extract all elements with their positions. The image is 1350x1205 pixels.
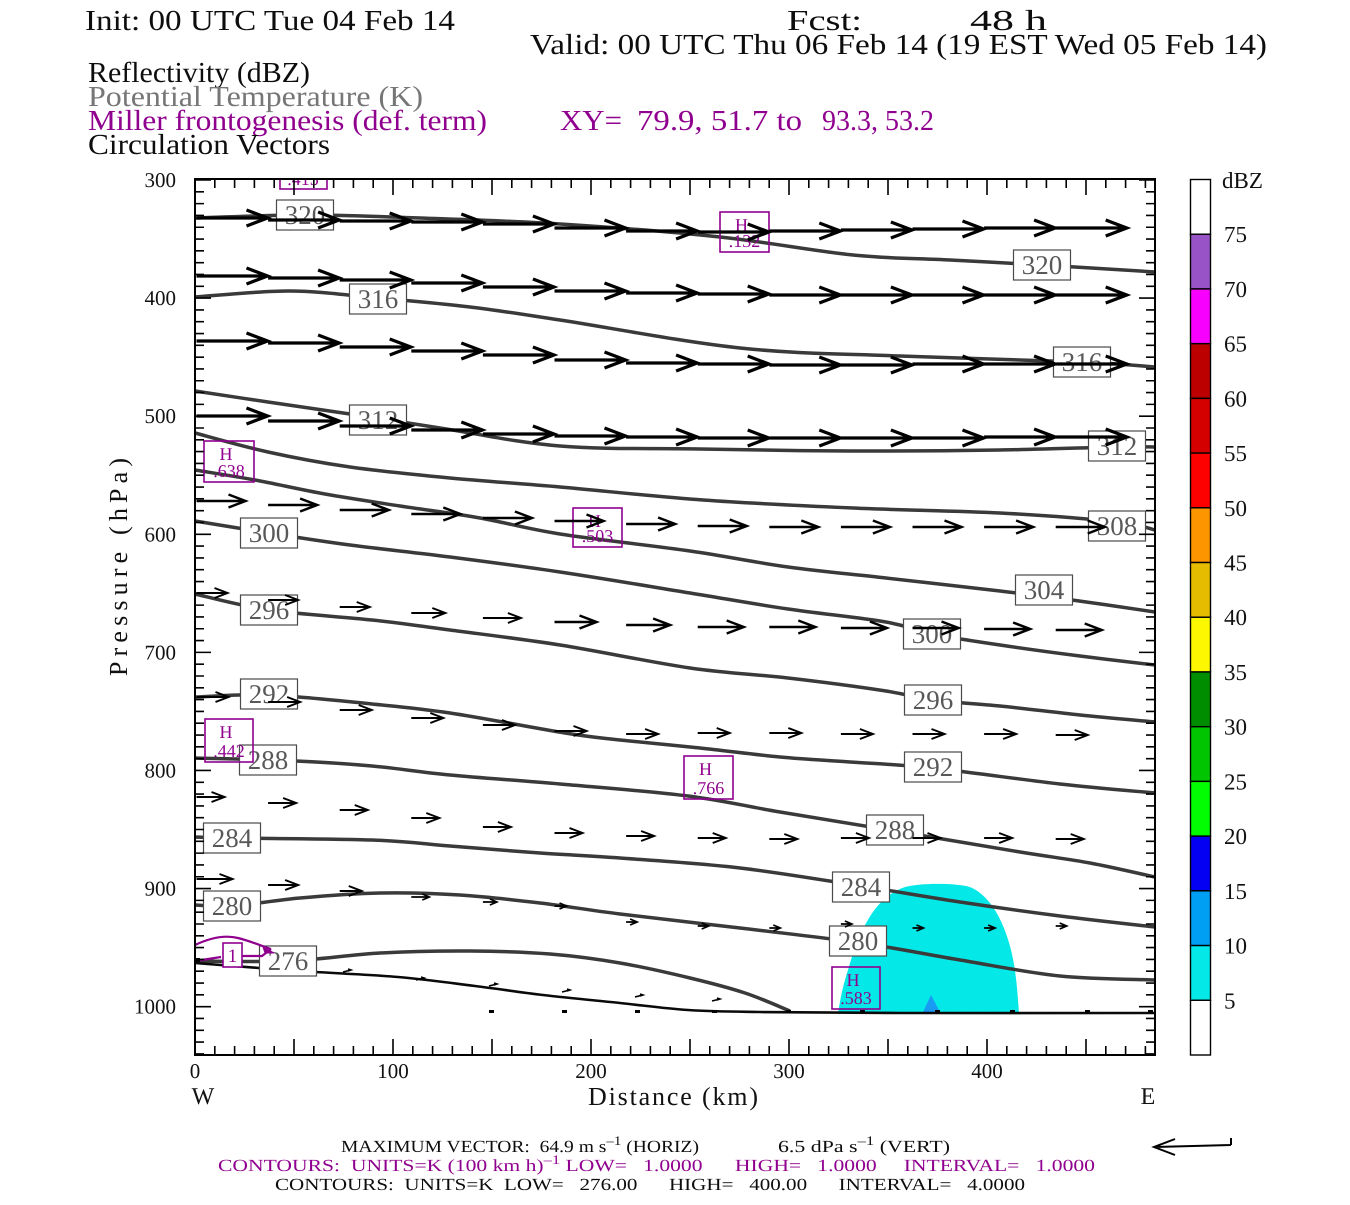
svg-text:.132: .132 — [729, 231, 761, 251]
svg-text:CONTOURS: UNITS=K LOW= 276: CONTOURS: UNITS=K LOW= 276.00 HIGH= 400.… — [275, 1175, 1025, 1194]
svg-text:45: 45 — [1224, 551, 1247, 576]
svg-text:H: H — [220, 444, 233, 464]
svg-text:93.3, 53.2: 93.3, 53.2 — [822, 105, 934, 137]
svg-text:.638: .638 — [213, 461, 245, 481]
svg-text:30: 30 — [1224, 715, 1247, 740]
svg-text:500: 500 — [145, 404, 177, 428]
svg-text:.583: .583 — [840, 988, 872, 1008]
svg-text:300: 300 — [249, 518, 290, 548]
svg-text:Miller frontogenesis (def. ter: Miller frontogenesis (def. term) — [88, 105, 487, 137]
svg-text:65: 65 — [1224, 332, 1247, 357]
svg-text:H: H — [699, 759, 712, 779]
svg-text:Init: 00 UTC Tue 04 Feb 14: Init: 00 UTC Tue 04 Feb 14 — [85, 5, 456, 37]
svg-text:10: 10 — [1224, 934, 1247, 959]
svg-text:288: 288 — [248, 745, 289, 775]
svg-text:284: 284 — [841, 872, 882, 902]
svg-text:400: 400 — [145, 286, 177, 310]
svg-text:Valid: 00 UTC Thu 06 Feb 14 (1: Valid: 00 UTC Thu 06 Feb 14 (19 EST Wed … — [530, 29, 1267, 61]
svg-text:320: 320 — [285, 200, 326, 230]
svg-text:50: 50 — [1224, 496, 1247, 521]
svg-text:35: 35 — [1224, 660, 1247, 685]
svg-text:276: 276 — [268, 946, 309, 976]
svg-text:400: 400 — [971, 1059, 1003, 1083]
svg-text:75: 75 — [1224, 222, 1247, 247]
svg-text:Potential Temperature (K): Potential Temperature (K) — [88, 81, 423, 113]
svg-text:40: 40 — [1224, 605, 1247, 630]
svg-text:15: 15 — [1224, 879, 1247, 904]
svg-text:280: 280 — [212, 891, 253, 921]
svg-text:1000: 1000 — [134, 995, 176, 1019]
svg-text:292: 292 — [249, 679, 290, 709]
svg-text:79.9, 51.7 to: 79.9, 51.7 to — [637, 105, 802, 137]
svg-text:Fcst:: Fcst: — [787, 5, 862, 37]
svg-text:E: E — [1141, 1084, 1156, 1110]
svg-text:800: 800 — [145, 759, 177, 783]
svg-text:296: 296 — [913, 685, 954, 715]
svg-text:48 h: 48 h — [970, 5, 1048, 37]
svg-text:20: 20 — [1224, 824, 1247, 849]
svg-text:100: 100 — [377, 1059, 409, 1083]
svg-text:W: W — [192, 1084, 215, 1110]
svg-text:CONTOURS: UNITS=K (100 km h)–: CONTOURS: UNITS=K (100 km h) –1 LOW= 1.00… — [218, 1152, 1095, 1175]
svg-text:700: 700 — [145, 640, 177, 664]
svg-text:300: 300 — [145, 168, 177, 192]
svg-text:XY=: XY= — [560, 105, 622, 137]
svg-text:288: 288 — [875, 815, 916, 845]
svg-text:200: 200 — [575, 1059, 607, 1083]
svg-text:600: 600 — [145, 522, 177, 546]
svg-text:Distance (km): Distance (km) — [588, 1082, 758, 1111]
svg-text:900: 900 — [145, 877, 177, 901]
svg-text:.442: .442 — [213, 741, 245, 761]
svg-text:284: 284 — [212, 823, 253, 853]
svg-text:304: 304 — [1024, 575, 1065, 605]
svg-text:5: 5 — [1224, 988, 1236, 1013]
svg-text:25: 25 — [1224, 769, 1247, 794]
svg-text:6.5 dPa s–1 (VERT): 6.5 dPa s –1 (VERT) — [778, 1133, 950, 1156]
svg-text:316: 316 — [1062, 347, 1103, 377]
svg-text:.766: .766 — [693, 778, 725, 798]
svg-text:H: H — [220, 722, 233, 742]
svg-text:dBZ: dBZ — [1222, 168, 1263, 193]
svg-text:280: 280 — [838, 926, 879, 956]
svg-text:.503: .503 — [582, 526, 614, 546]
svg-text:H: H — [847, 970, 860, 990]
svg-text:55: 55 — [1224, 441, 1247, 466]
svg-text:MAXIMUM VECTOR: 64.9 m s–1 (H: MAXIMUM VECTOR: 64.9 m s –1 (HORIZ) — [341, 1133, 699, 1156]
svg-text:H: H — [735, 215, 748, 235]
svg-text:Reflectivity (dBZ): Reflectivity (dBZ) — [88, 57, 310, 89]
svg-text:300: 300 — [773, 1059, 805, 1083]
svg-text:292: 292 — [913, 752, 954, 782]
svg-text:.415: .415 — [287, 169, 319, 189]
svg-text:70: 70 — [1224, 277, 1247, 302]
svg-text:320: 320 — [1022, 250, 1063, 280]
svg-text:60: 60 — [1224, 386, 1247, 411]
svg-text:Circulation Vectors: Circulation Vectors — [88, 129, 330, 161]
svg-text:0: 0 — [190, 1059, 201, 1083]
svg-text:1: 1 — [228, 946, 238, 967]
